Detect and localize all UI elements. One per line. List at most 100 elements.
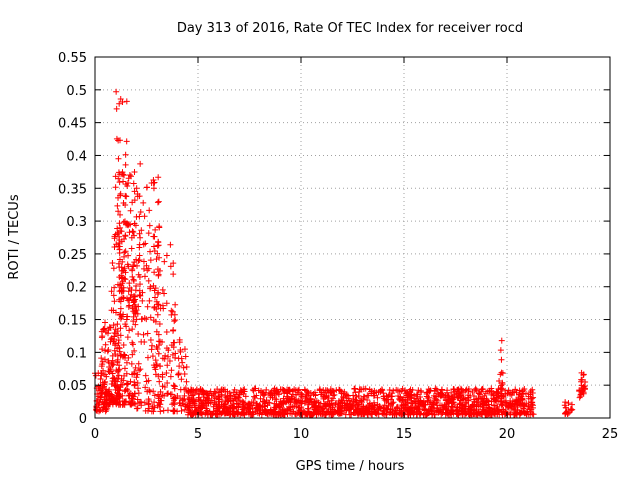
data-point xyxy=(237,387,244,394)
data-point xyxy=(451,386,458,393)
data-point xyxy=(100,325,107,332)
data-point xyxy=(160,407,167,414)
data-point xyxy=(154,311,161,318)
data-point xyxy=(175,370,182,377)
data-point xyxy=(354,408,361,415)
data-point xyxy=(359,407,366,414)
data-point xyxy=(129,326,136,333)
data-point xyxy=(113,367,120,374)
data-point xyxy=(157,388,164,395)
data-point xyxy=(453,391,460,398)
data-point xyxy=(398,411,405,418)
data-point xyxy=(130,180,137,187)
data-point xyxy=(186,409,193,416)
data-point xyxy=(140,258,147,265)
data-point xyxy=(363,405,370,412)
data-point xyxy=(386,386,393,393)
data-point xyxy=(138,227,145,234)
data-point xyxy=(338,398,345,405)
data-point xyxy=(180,364,187,371)
data-point xyxy=(136,252,143,259)
data-point xyxy=(153,298,160,305)
data-point xyxy=(125,354,132,361)
data-point xyxy=(580,389,587,396)
data-point xyxy=(438,387,445,394)
data-point xyxy=(150,185,157,192)
data-point xyxy=(106,369,113,376)
data-point xyxy=(172,395,179,402)
data-point xyxy=(426,388,433,395)
data-point xyxy=(121,388,128,395)
data-point xyxy=(372,409,379,416)
data-point xyxy=(249,386,256,393)
data-point xyxy=(175,355,182,362)
data-point xyxy=(356,388,363,395)
data-point xyxy=(123,323,130,330)
data-point xyxy=(129,273,136,280)
data-point xyxy=(129,228,136,235)
data-point xyxy=(152,366,159,373)
data-point xyxy=(225,397,232,404)
data-point xyxy=(336,386,343,393)
data-point xyxy=(508,405,515,412)
data-point xyxy=(163,328,170,335)
data-point xyxy=(131,369,138,376)
data-point xyxy=(351,385,358,392)
data-point xyxy=(137,209,144,216)
data-point xyxy=(111,378,118,385)
data-point xyxy=(521,401,528,408)
data-point xyxy=(328,411,335,418)
data-point xyxy=(431,405,438,412)
data-point xyxy=(448,408,455,415)
data-point xyxy=(396,395,403,402)
data-point xyxy=(121,249,128,256)
data-point xyxy=(230,389,237,396)
data-point xyxy=(152,226,159,233)
data-point xyxy=(292,387,299,394)
grid xyxy=(95,57,610,418)
data-point xyxy=(222,410,229,417)
data-point xyxy=(115,260,122,267)
data-point xyxy=(311,398,318,405)
data-point xyxy=(140,241,147,248)
data-point xyxy=(116,348,123,355)
data-point xyxy=(371,399,378,406)
data-point xyxy=(97,407,104,414)
data-point xyxy=(106,364,113,371)
x-tick-label: 10 xyxy=(293,427,310,442)
data-point xyxy=(110,292,117,299)
data-point xyxy=(147,283,154,290)
data-point xyxy=(176,400,183,407)
data-point xyxy=(424,397,431,404)
data-point xyxy=(110,361,117,368)
data-point xyxy=(316,387,323,394)
data-point xyxy=(117,192,124,199)
data-point xyxy=(145,230,152,237)
data-point xyxy=(439,410,446,417)
data-point xyxy=(108,307,115,314)
data-point xyxy=(293,403,300,410)
data-point xyxy=(400,402,407,409)
data-point xyxy=(141,273,148,280)
data-point xyxy=(149,353,156,360)
data-point xyxy=(341,407,348,414)
data-point xyxy=(114,202,121,209)
data-point xyxy=(127,221,134,228)
data-point xyxy=(221,386,228,393)
data-point xyxy=(525,403,532,410)
data-point xyxy=(513,389,520,396)
data-point xyxy=(457,385,464,392)
data-point xyxy=(472,385,479,392)
data-point xyxy=(425,394,432,401)
data-point xyxy=(473,403,480,410)
data-point xyxy=(273,400,280,407)
data-point xyxy=(179,359,186,366)
data-point xyxy=(132,321,139,328)
data-point xyxy=(167,373,174,380)
data-point xyxy=(196,397,203,404)
data-point xyxy=(122,151,129,158)
data-point xyxy=(150,317,157,324)
data-point xyxy=(155,350,162,357)
data-point xyxy=(145,277,152,284)
data-point xyxy=(302,395,309,402)
